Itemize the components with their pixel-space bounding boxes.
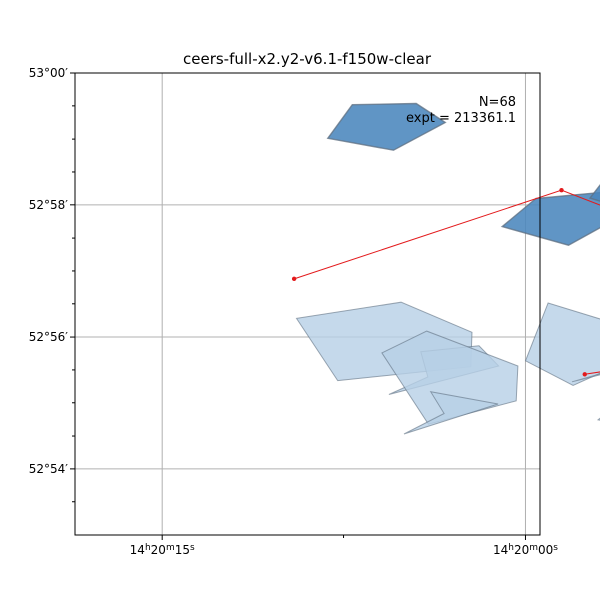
y-tick-label: 53°00′ [29, 66, 69, 80]
light-footprint [524, 302, 600, 386]
dark-footprint [588, 183, 600, 202]
path-point [582, 372, 587, 377]
light-footprint [403, 391, 499, 435]
light-footprint [571, 373, 600, 383]
n-label: N=68 [479, 95, 516, 110]
x-tick-label: 14h20m00s [493, 543, 558, 557]
y-tick-label: 52°58′ [29, 198, 69, 212]
chart-title: ceers-full-x2.y2-v6.1-f150w-clear [183, 50, 432, 68]
x-tick-label: 14h20m15s [130, 543, 195, 557]
footprints [295, 102, 600, 435]
axis-ticks: 14h20m15s14h20m00s14h19m45s52°54′52°56′5… [29, 66, 559, 557]
dark-footprint [500, 191, 600, 246]
expt-label: expt = 213361.1 [406, 111, 516, 126]
pointing-path [291, 187, 600, 377]
y-tick-label: 52°56′ [29, 330, 69, 344]
path-point [559, 187, 564, 193]
path-point [291, 276, 297, 282]
dark-footprint [326, 102, 447, 151]
y-tick-label: 52°54′ [29, 462, 69, 476]
